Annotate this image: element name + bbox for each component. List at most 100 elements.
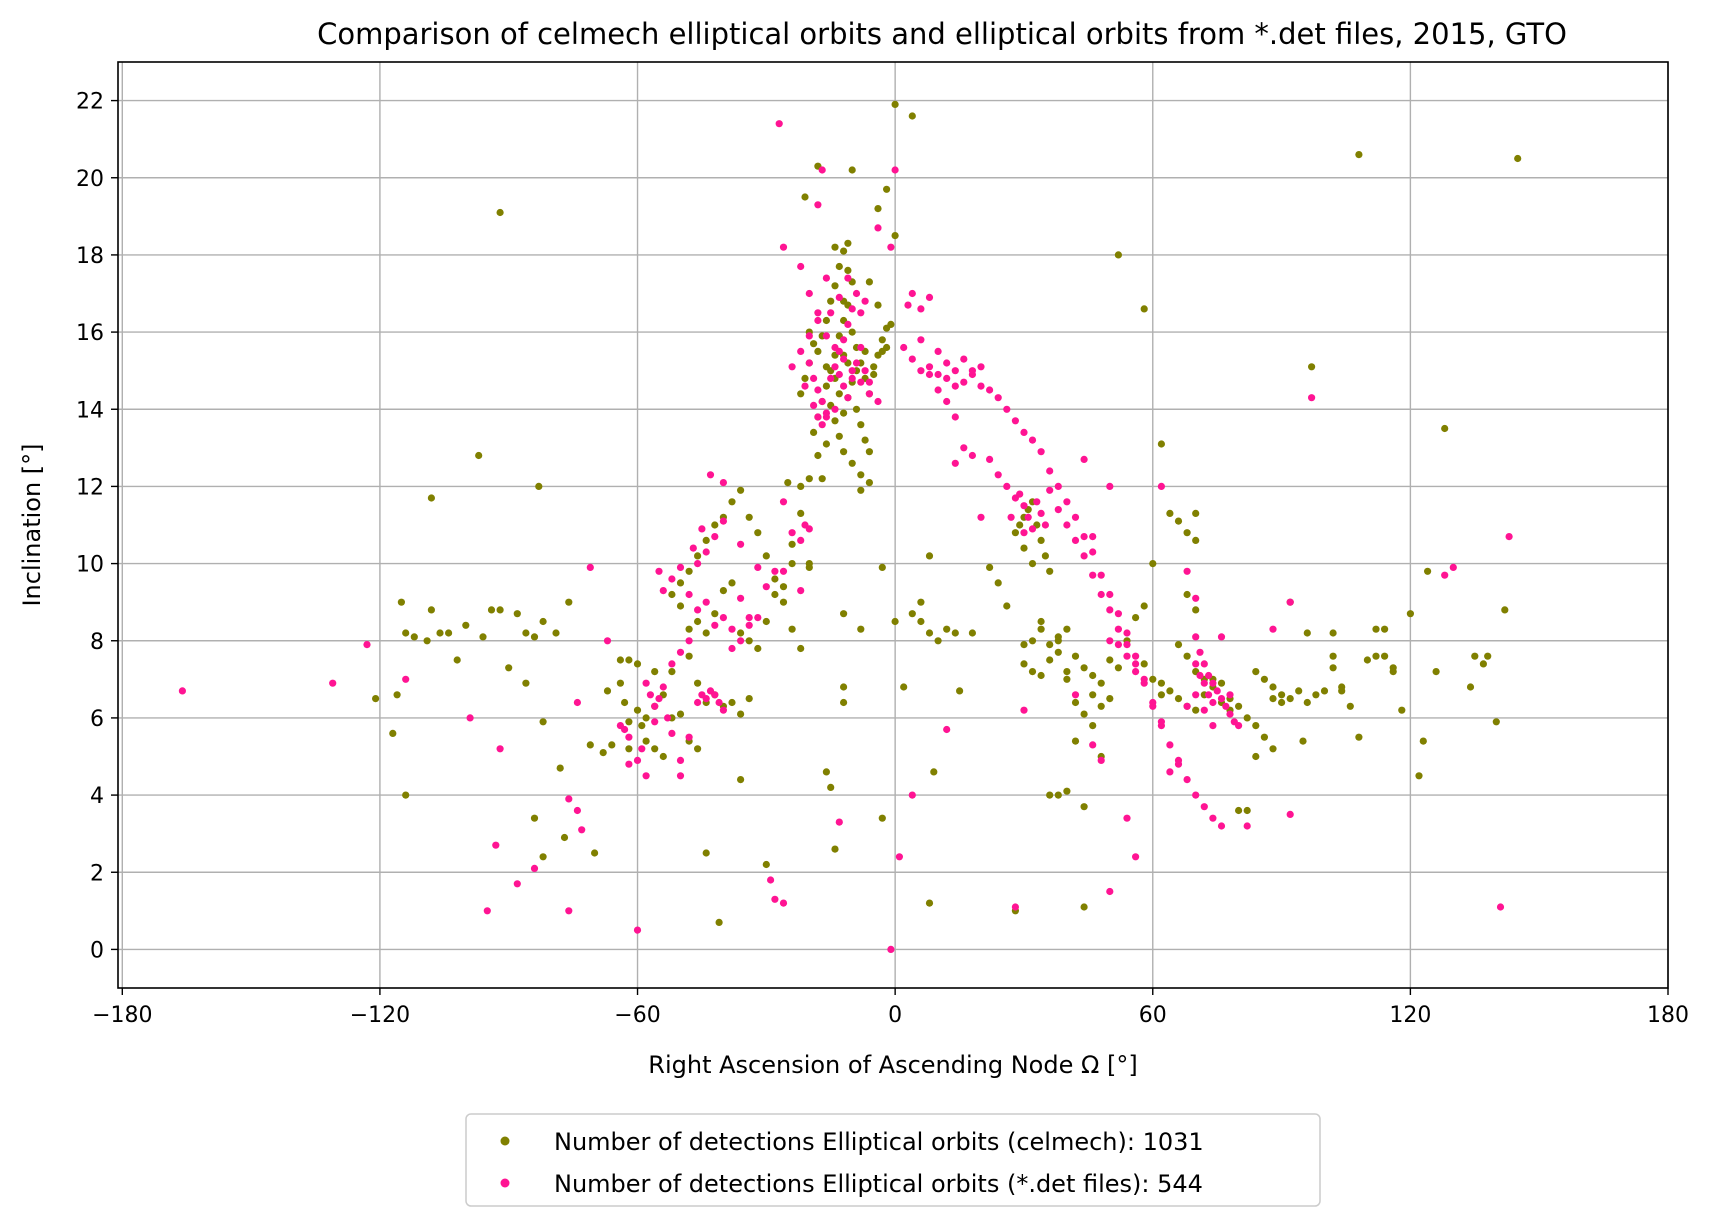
celmech-point	[865, 278, 874, 286]
det-file-point	[779, 243, 788, 251]
det-file-point	[1183, 567, 1191, 575]
celmech-point	[878, 814, 886, 822]
det-file-point	[1132, 652, 1140, 660]
det-file-point	[1496, 903, 1505, 911]
celmech-point	[621, 698, 629, 707]
det-file-point	[1106, 606, 1114, 614]
det-file-point	[865, 390, 874, 398]
celmech-point	[372, 695, 380, 703]
det-file-point	[1449, 563, 1457, 572]
celmech-point	[685, 625, 693, 633]
det-file-point	[1046, 486, 1054, 494]
celmech-point	[754, 644, 762, 653]
celmech-point	[934, 637, 942, 645]
det-file-point	[1011, 417, 1020, 425]
det-file-point	[363, 641, 371, 649]
det-file-point	[625, 760, 633, 768]
det-file-point	[694, 606, 702, 614]
det-file-point	[1071, 536, 1080, 545]
det-file-point	[642, 772, 650, 780]
celmech-point	[883, 185, 891, 193]
det-file-point	[797, 262, 805, 271]
det-file-point	[835, 370, 843, 379]
det-file-point	[943, 725, 951, 734]
celmech-point	[1037, 625, 1045, 633]
det-file-point	[1205, 671, 1213, 680]
celmech-point	[1149, 560, 1157, 568]
celmech-point	[1381, 625, 1389, 633]
celmech-point	[1020, 641, 1028, 649]
celmech-point	[925, 552, 934, 560]
celmech-point	[1295, 687, 1303, 695]
det-file-point	[1183, 776, 1191, 784]
celmech-point	[1355, 733, 1363, 741]
celmech-point	[552, 629, 560, 637]
det-file-point	[1011, 903, 1020, 911]
det-file-point	[659, 683, 667, 691]
celmech-point	[848, 459, 856, 467]
celmech-point	[878, 336, 886, 344]
det-file-point	[1080, 455, 1088, 463]
celmech-point	[1192, 536, 1200, 545]
celmech-point	[801, 374, 809, 382]
det-file-point	[925, 293, 934, 301]
celmech-point	[943, 625, 951, 633]
celmech-point	[402, 791, 410, 799]
celmech-point	[848, 166, 856, 174]
celmech-point	[1363, 656, 1371, 664]
celmech-point	[702, 536, 710, 545]
celmech-point	[1415, 772, 1423, 780]
celmech-point	[1080, 803, 1088, 811]
celmech-point	[737, 710, 745, 718]
celmech-point	[1054, 637, 1062, 645]
celmech-point	[1243, 806, 1251, 815]
det-file-point	[1054, 506, 1062, 514]
det-file-point	[728, 644, 736, 653]
x-tick-label: 0	[888, 1003, 902, 1028]
y-tick-label: 4	[90, 784, 104, 809]
x-axis-ticks: −180 −120 −60 0 60 120 180	[92, 988, 1689, 1028]
celmech-point	[874, 301, 882, 309]
celmech-point	[1166, 687, 1174, 695]
celmech-point	[810, 340, 818, 348]
celmech-point	[822, 363, 831, 371]
det-file-point	[934, 347, 942, 355]
det-file-point	[1132, 660, 1140, 668]
celmech-point	[402, 629, 410, 637]
det-file-point	[1020, 529, 1028, 537]
celmech-point	[891, 232, 899, 240]
det-file-point	[1041, 521, 1049, 529]
det-file-point	[711, 691, 719, 699]
det-file-point	[530, 864, 539, 873]
det-file-point	[578, 826, 586, 834]
det-file-point	[565, 795, 573, 803]
det-file-point	[1217, 633, 1226, 641]
det-file-point	[874, 397, 882, 406]
det-file-point	[1192, 791, 1200, 799]
celmech-point	[745, 513, 753, 521]
celmech-point	[1329, 664, 1337, 672]
celmech-point	[651, 668, 659, 676]
celmech-point	[1192, 706, 1200, 714]
celmech-point	[1046, 641, 1054, 649]
det-file-point	[822, 274, 831, 282]
det-file-point	[676, 648, 685, 656]
det-file-point	[994, 394, 1002, 402]
celmech-point	[797, 644, 805, 653]
det-file-point	[1140, 679, 1148, 687]
celmech-point	[427, 606, 435, 614]
celmech-point	[625, 656, 633, 664]
det-file-point	[895, 853, 904, 861]
det-file-point	[1192, 594, 1200, 602]
celmech-point	[797, 482, 805, 490]
det-file-point	[844, 274, 852, 282]
celmech-point	[762, 617, 770, 626]
celmech-point	[745, 637, 753, 645]
det-file-point	[1007, 513, 1015, 521]
celmech-point	[814, 451, 822, 460]
celmech-point	[908, 610, 916, 618]
y-tick-label: 14	[76, 398, 104, 423]
celmech-point	[822, 440, 831, 448]
celmech-point	[522, 679, 530, 687]
